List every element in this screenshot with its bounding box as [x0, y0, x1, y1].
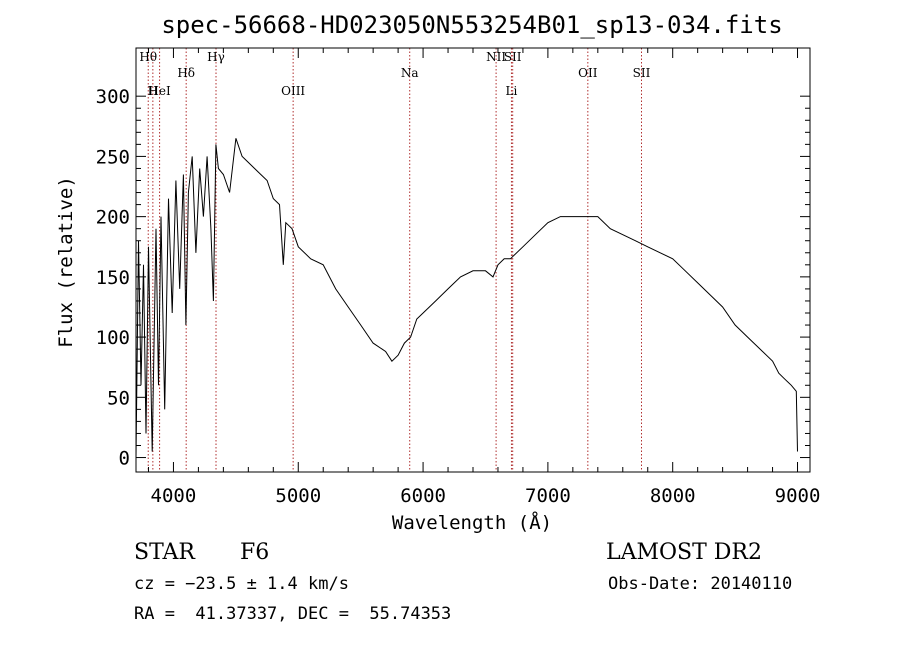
x-axis-ticks: 4000 5000 6000 7000 8000 9000	[147, 48, 821, 507]
marker-label-1: H	[148, 84, 158, 98]
ra-dec-coordinates: RA = 41.37337, DEC = 55.74353	[134, 604, 452, 624]
y-tick-label: 0	[119, 448, 130, 470]
x-axis-label: Wavelength (Å)	[392, 511, 552, 534]
x-tick-label: 7000	[525, 485, 571, 507]
marker-label-8: SII	[504, 50, 522, 64]
y-tick-label: 150	[96, 267, 130, 289]
x-tick-label: 4000	[151, 485, 197, 507]
x-tick-label: 9000	[775, 485, 821, 507]
spectrum-series-line	[135, 138, 798, 458]
y-tick-label: 100	[96, 327, 130, 349]
chart-title: spec-56668-HD023050N553254B01_sp13-034.f…	[161, 11, 782, 39]
marker-label-0: Hθ	[139, 50, 157, 64]
x-tick-label: 5000	[275, 485, 321, 507]
marker-label-6: Na	[401, 66, 419, 80]
marker-label-2: HeI	[148, 84, 171, 98]
y-tick-label: 200	[96, 207, 130, 229]
y-tick-label: 50	[107, 387, 130, 409]
y-axis-ticks: 0 50 100 150 200 250 300	[96, 86, 810, 470]
object-subclass: F6	[240, 540, 270, 565]
marker-label-3: Hδ	[177, 66, 195, 80]
marker-label-5: OIII	[281, 84, 305, 98]
redshift-cz: cz = −23.5 ± 1.4 km/s	[134, 574, 349, 594]
marker-label-9: Li	[506, 84, 518, 98]
marker-label-11: SII	[633, 66, 651, 80]
x-tick-label: 8000	[650, 485, 696, 507]
object-class: STAR	[134, 540, 195, 565]
y-tick-label: 250	[96, 146, 130, 168]
y-tick-label: 300	[96, 86, 130, 108]
marker-label-10: OII	[578, 66, 598, 80]
survey-name: LAMOST DR2	[606, 540, 762, 565]
plot-frame	[135, 47, 811, 473]
observation-date: Obs-Date: 20140110	[608, 574, 793, 594]
x-tick-label: 6000	[400, 485, 446, 507]
marker-label-7: NII	[486, 50, 506, 64]
marker-label-4: Hγ	[207, 50, 225, 64]
y-axis-label: Flux (relative)	[55, 176, 77, 348]
